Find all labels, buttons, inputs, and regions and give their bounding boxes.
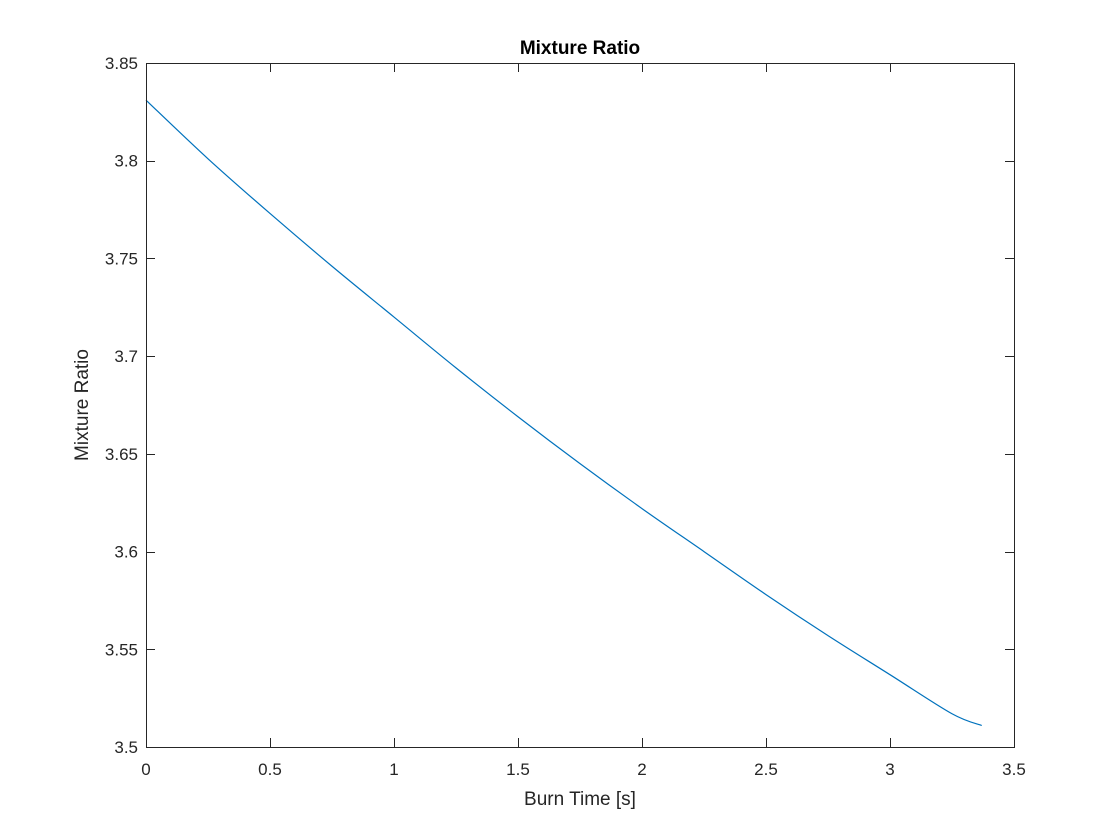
y-tick-label: 3.65 [105, 445, 138, 464]
series-line-0 [145, 99, 982, 727]
chart-title: Mixture Ratio [520, 38, 640, 59]
series-layer [145, 99, 982, 727]
y-tick-label: 3.75 [105, 249, 138, 268]
x-tick-label: 0 [141, 760, 150, 779]
x-axis-label: Burn Time [s] [524, 789, 636, 810]
tick-layer: 0 0.5 1 1.5 2 2.5 3 3.5 3.5 3.55 3.6 3.65 3.7 3.75 3.8… [105, 54, 1026, 779]
x-tick-label: 2.5 [754, 760, 778, 779]
y-tick-label: 3.55 [105, 640, 138, 659]
x-tick-label: 0.5 [258, 760, 282, 779]
y-tick-label: 3.6 [114, 543, 138, 562]
plot-area [146, 63, 1014, 747]
y-axis-label: Mixture Ratio [72, 349, 93, 461]
y-tick-label: 3.85 [105, 54, 138, 73]
x-tick-label: 1.5 [506, 760, 530, 779]
x-tick-label: 3.5 [1002, 760, 1026, 779]
x-tick-label: 2 [637, 760, 646, 779]
axes-box [146, 63, 1015, 748]
y-tick-label: 3.7 [114, 347, 138, 366]
x-tick-label: 3 [885, 760, 894, 779]
x-tick-label: 1 [389, 760, 398, 779]
y-tick-label: 3.8 [114, 152, 138, 171]
y-tick-label: 3.5 [114, 738, 138, 757]
